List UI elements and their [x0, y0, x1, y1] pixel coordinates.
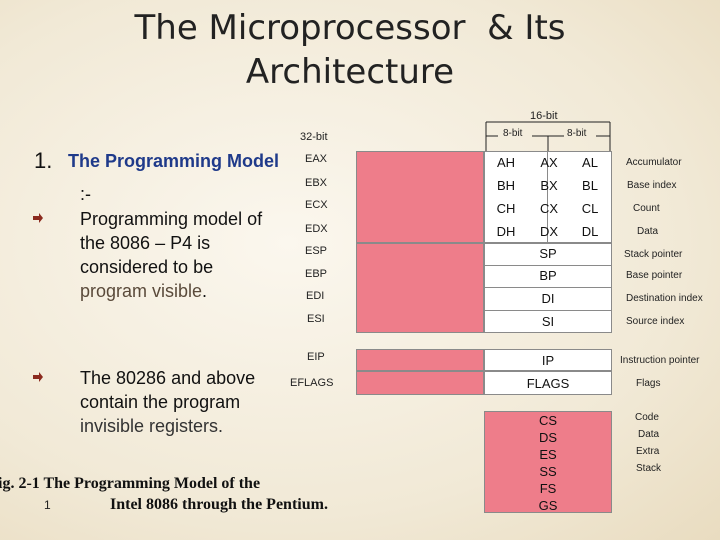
reg32-ebp: EBP	[305, 268, 328, 280]
program-visible-text: program visible	[80, 281, 203, 301]
desc-base-pointer: Base pointer	[626, 270, 683, 281]
reg32-ebx: EBX	[305, 177, 328, 189]
arrow-bullet-icon	[33, 372, 43, 382]
desc-count: Count	[633, 203, 660, 214]
seg-fs: FS	[539, 481, 557, 496]
reg32-eip: EIP	[307, 351, 325, 363]
reg-ah: AH	[496, 155, 516, 170]
reg-cl: CL	[581, 201, 599, 216]
reg32-ecx: ECX	[305, 199, 328, 211]
pointer-registers-16bit-block	[484, 243, 612, 333]
period: .	[202, 281, 208, 301]
reg32-eflags: EFLAGS	[290, 377, 334, 389]
arrow-bullet-icon	[33, 213, 43, 223]
desc-source-index: Source index	[626, 316, 685, 327]
desc-instruction-pointer: Instruction pointer	[620, 355, 700, 366]
desc-extra: Extra	[636, 446, 660, 457]
desc-stack-pointer: Stack pointer	[624, 249, 683, 260]
label-8bit-left: 8-bit	[503, 128, 523, 139]
reg-dh: DH	[496, 224, 516, 239]
reg32-eax: EAX	[305, 153, 328, 165]
para1-line-1: Programming model of	[80, 209, 263, 229]
desc-stack: Stack	[636, 463, 662, 474]
reg-si: SI	[541, 314, 555, 329]
reg-ax: AX	[540, 155, 558, 170]
para1-line-3: considered to be	[80, 257, 214, 277]
paragraph-program-visible: Programming model of the 8086 – P4 is co…	[80, 207, 300, 303]
reg-di: DI	[541, 291, 555, 306]
seg-ds: DS	[538, 430, 558, 445]
figure-caption-line-1: ig. 2-1 The Programming Model of the	[0, 475, 261, 492]
reg-bx: BX	[540, 178, 558, 193]
reg-bp: BP	[539, 268, 557, 283]
title-line-1: The Microprocessor & Its	[134, 8, 566, 48]
reg32-esi: ESI	[307, 313, 325, 325]
segment-registers-block	[484, 411, 612, 513]
reg32-edx: EDX	[305, 223, 328, 235]
para2-line-2: contain the program	[80, 392, 241, 412]
pointer-row-divider	[484, 287, 612, 288]
label-32bit: 32-bit	[300, 131, 328, 143]
para2-line-3: invisible registers.	[80, 416, 224, 436]
reg32-esp: ESP	[305, 245, 328, 257]
reg32-edi: EDI	[306, 290, 325, 302]
width-brackets	[485, 121, 611, 152]
desc-flags: Flags	[636, 378, 661, 389]
heading-colon: :-	[80, 184, 91, 204]
reg-bh: BH	[496, 178, 516, 193]
seg-ss: SS	[539, 464, 557, 479]
desc-code: Code	[635, 412, 659, 423]
figure-caption-line-2: Intel 8086 through the Pentium.	[110, 496, 328, 513]
para1-line-4: program visible.	[80, 279, 300, 303]
pointer-row-divider	[484, 310, 612, 311]
para2-line-1: The 80286 and above	[80, 368, 256, 388]
reg-al: AL	[582, 155, 598, 170]
label-8bit-right: 8-bit	[567, 128, 587, 139]
reg-sp: SP	[539, 246, 557, 261]
eip-16bit-block	[484, 349, 612, 371]
seg-gs: GS	[538, 498, 558, 513]
label-16bit: 16-bit	[530, 110, 558, 122]
reg-ip: IP	[541, 353, 555, 368]
desc-data: Data	[637, 226, 659, 237]
seg-es: ES	[539, 447, 557, 462]
title-line-2: Architecture	[245, 52, 455, 93]
reg-bl: BL	[582, 178, 598, 193]
para1-line-2: the 8086 – P4 is	[80, 233, 211, 253]
desc-data-seg: Data	[638, 429, 660, 440]
desc-base-index: Base index	[627, 180, 677, 191]
reg-dl: DL	[581, 224, 599, 239]
pointer-row-divider	[484, 265, 612, 266]
desc-accumulator: Accumulator	[626, 157, 682, 168]
item-number: 1.	[34, 148, 53, 173]
section-heading: The Programming Model	[68, 151, 280, 171]
eflags-16bit-block	[484, 371, 612, 395]
general-registers-32bit-block	[356, 151, 484, 243]
paragraph-invisible-registers: The 80286 and above contain the program …	[80, 366, 300, 438]
pointer-registers-32bit-block	[356, 243, 484, 333]
general-hl-divider	[547, 151, 548, 243]
slide-title: The Microprocessor & Its Architecture	[100, 6, 600, 94]
reg-ch: CH	[496, 201, 516, 216]
eip-32bit-block	[356, 349, 484, 371]
seg-cs: CS	[538, 413, 558, 428]
eflags-32bit-block	[356, 371, 484, 395]
reg-dx: DX	[539, 224, 559, 239]
desc-destination-index: Destination index	[626, 293, 703, 304]
reg-flags: FLAGS	[526, 376, 570, 391]
general-registers-16bit-block	[484, 151, 612, 243]
reg-cx: CX	[539, 201, 559, 216]
page-number: 1	[44, 498, 51, 512]
